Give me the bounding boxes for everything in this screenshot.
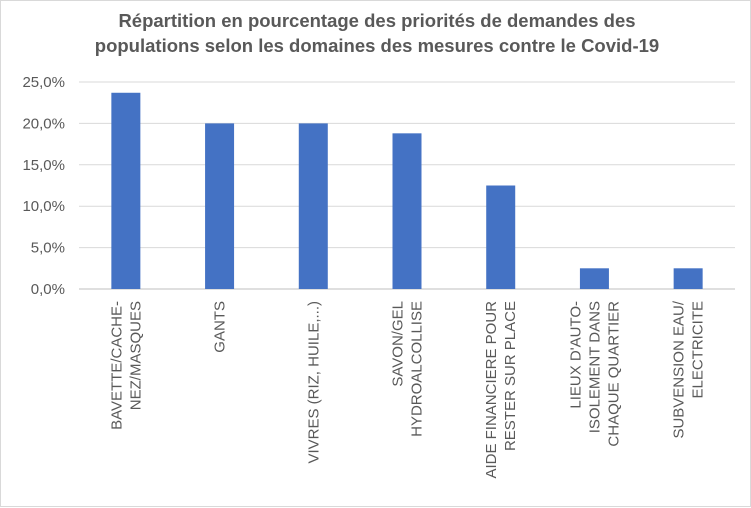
bar [673,268,703,289]
x-category-label: GANTS [212,301,229,353]
x-category-label: SAVON/GEL HYDROALCOLLISE [390,301,426,437]
chart-title-line-2: populations selon les domaines des mesur… [95,35,659,56]
x-category-label: BAVETTE/CACHE- NEZ/MASQUES [108,301,144,430]
y-tick-label: 5,0% [31,240,65,257]
x-category-label-line: AIDE FINANCIERE POUR [483,301,500,479]
y-tick-label: 10,0% [22,198,65,215]
bar [579,268,609,289]
bar [392,133,422,289]
x-category-label-line: ELECTRICITE [690,301,707,399]
x-category-label-line: VIVRES (RIZ, HUILE,...) [305,301,322,464]
bar [486,185,516,289]
x-category-label-line: NEZ/MASQUES [127,301,144,410]
x-category-label-line: GANTS [212,301,229,353]
y-tick-label: 0,0% [31,281,65,298]
bar [111,92,141,289]
x-category-label: VIVRES (RIZ, HUILE,...) [305,301,322,464]
x-category-label-line: SUBVENSION EAU/ [671,300,688,438]
x-category-label-line: LIEUX D'AUTO- [567,301,584,409]
chart-title-line-1: Répartition en pourcentage des priorités… [118,10,635,31]
x-category-label-line: HYDROALCOLLISE [409,301,426,437]
x-axis: BAVETTE/CACHE- NEZ/MASQUES GANTS VIVRES (RI… [108,300,706,478]
x-category-label-line: SAVON/GEL [390,301,407,387]
y-axis: 0,0% 5,0% 10,0% 15,0% 20,0% 25,0% [22,74,65,298]
x-category-label: AIDE FINANCIERE POUR RESTER SUR PLACE [483,301,519,479]
x-category-label-line: BAVETTE/CACHE- [108,301,125,430]
x-category-label-line: ISOLEMENT DANS [586,301,603,433]
chart-title: Répartition en pourcentage des priorités… [95,10,659,56]
y-tick-label: 15,0% [22,157,65,174]
bar [205,123,235,290]
x-category-label: LIEUX D'AUTO- ISOLEMENT DANS CHAQUE QUARTI… [567,301,622,447]
bar [298,123,328,290]
y-tick-label: 20,0% [22,115,65,132]
x-category-label-line: CHAQUE QUARTIER [605,301,622,447]
x-category-label-line: RESTER SUR PLACE [502,301,519,451]
y-tick-label: 25,0% [22,74,65,91]
bars [111,92,703,290]
x-category-label: SUBVENSION EAU/ELECTRICITE [671,300,707,438]
